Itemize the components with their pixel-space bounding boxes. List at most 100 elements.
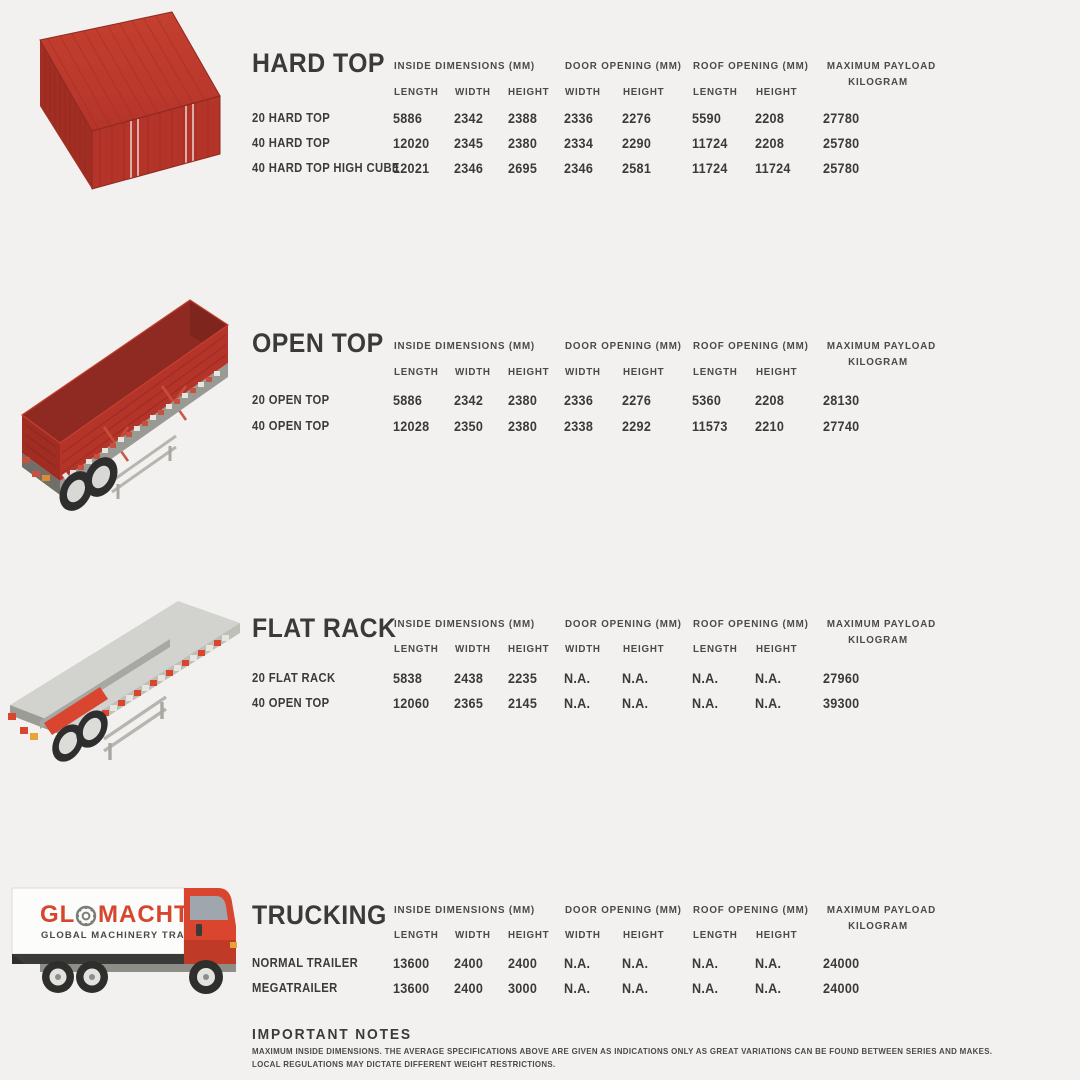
table-row: 40 HARD TOP xyxy=(252,136,331,150)
section-title: HARD TOP xyxy=(252,48,385,78)
cell: 2388 xyxy=(508,110,538,126)
cell: 2276 xyxy=(622,110,652,126)
cell: 2581 xyxy=(622,160,652,176)
table-row: MEGATRAILER xyxy=(252,981,338,995)
subheader-roof-height: HEIGHT xyxy=(756,929,798,941)
cell: 2346 xyxy=(454,160,484,176)
cell: 25780 xyxy=(823,135,860,151)
cell: 2235 xyxy=(508,670,538,686)
cell: 2346 xyxy=(564,160,594,176)
cell: 2290 xyxy=(622,135,652,151)
cell: N.A. xyxy=(755,670,782,686)
group-header-kilogram: KILOGRAM xyxy=(848,76,908,88)
section-trucking: GL MACHT GLOBAL MACHINERY TRADER xyxy=(0,880,1080,1020)
group-header-inside-dimensions: INSIDE DIMENSIONS (MM) xyxy=(394,618,536,630)
section-hard-top: HARD TOP INSIDE DIMENSIONS (MM) DOOR OPE… xyxy=(0,0,1080,260)
cell: 5838 xyxy=(393,670,423,686)
cell: 2208 xyxy=(755,135,785,151)
cell: 11724 xyxy=(755,160,791,176)
cell: 2345 xyxy=(454,135,484,151)
cell: 2438 xyxy=(454,670,484,686)
cell: 2342 xyxy=(454,110,484,126)
table-row: 40 HARD TOP HIGH CUBE xyxy=(252,161,400,175)
subheader-inside-width: WIDTH xyxy=(455,929,491,941)
cell: N.A. xyxy=(564,980,591,996)
section-title: OPEN TOP xyxy=(252,328,384,358)
section-title: TRUCKING xyxy=(252,900,387,930)
group-header-inside-dimensions: INSIDE DIMENSIONS (MM) xyxy=(394,340,536,352)
cell: 2400 xyxy=(454,955,484,971)
group-header-kilogram: KILOGRAM xyxy=(848,356,908,368)
cell: 2350 xyxy=(454,418,484,434)
subheader-inside-length: LENGTH xyxy=(394,643,439,655)
svg-text:MACHT: MACHT xyxy=(98,901,190,928)
shipping-container-icon xyxy=(0,0,248,200)
cell: 11724 xyxy=(692,160,728,176)
notes-title: IMPORTANT NOTES xyxy=(252,1026,412,1043)
subheader-inside-length: LENGTH xyxy=(394,86,439,98)
semi-truck-icon: GL MACHT GLOBAL MACHINERY TRADER xyxy=(0,880,248,1010)
subheader-door-width: WIDTH xyxy=(565,366,601,378)
subheader-roof-height: HEIGHT xyxy=(756,366,798,378)
cell: N.A. xyxy=(622,980,649,996)
cell: 12021 xyxy=(393,160,430,176)
cell: N.A. xyxy=(564,695,591,711)
cell: 5886 xyxy=(393,392,423,408)
cell: N.A. xyxy=(755,955,782,971)
group-header-roof-opening: ROOF OPENING (MM) xyxy=(693,340,809,352)
group-header-roof-opening: ROOF OPENING (MM) xyxy=(693,60,809,72)
cell: 2208 xyxy=(755,392,785,408)
cell: 2342 xyxy=(454,392,484,408)
group-header-roof-opening: ROOF OPENING (MM) xyxy=(693,904,809,916)
cell: 11724 xyxy=(692,135,728,151)
cell: 24000 xyxy=(823,955,860,971)
cell: 2365 xyxy=(454,695,484,711)
flat-rack-trailer-icon xyxy=(0,595,248,780)
cell: 2145 xyxy=(508,695,538,711)
cell: 2380 xyxy=(508,392,538,408)
table-row: NORMAL TRAILER xyxy=(252,956,359,970)
cell: N.A. xyxy=(755,980,782,996)
cell: 2276 xyxy=(622,392,652,408)
subheader-inside-height: HEIGHT xyxy=(508,929,550,941)
cell: N.A. xyxy=(622,955,649,971)
cell: 2336 xyxy=(564,110,594,126)
cell: N.A. xyxy=(564,670,591,686)
cell: 2336 xyxy=(564,392,594,408)
subheader-inside-height: HEIGHT xyxy=(508,643,550,655)
group-header-maximum-payload: MAXIMUM PAYLOAD xyxy=(826,618,936,630)
section-title: FLAT RACK xyxy=(252,613,397,643)
cell: 2400 xyxy=(454,980,484,996)
subheader-roof-length: LENGTH xyxy=(693,366,738,378)
section-flat-rack: FLAT RACK INSIDE DIMENSIONS (MM) DOOR OP… xyxy=(0,595,1080,825)
cell: 2380 xyxy=(508,135,538,151)
group-header-door-opening: DOOR OPENING (MM) xyxy=(565,340,682,352)
open-top-trailer-icon xyxy=(0,285,248,515)
cell: 27960 xyxy=(823,670,860,686)
notes-line: LOCAL REGULATIONS MAY DICTATE DIFFERENT … xyxy=(252,1059,556,1069)
cell: 2695 xyxy=(508,160,538,176)
table-row: 20 OPEN TOP xyxy=(252,393,330,407)
cell: 2338 xyxy=(564,418,594,434)
cell: N.A. xyxy=(692,695,719,711)
subheader-door-width: WIDTH xyxy=(565,643,601,655)
cell: N.A. xyxy=(692,980,719,996)
cell: N.A. xyxy=(692,955,719,971)
table-row: 40 OPEN TOP xyxy=(252,419,330,433)
section-open-top: OPEN TOP INSIDE DIMENSIONS (MM) DOOR OPE… xyxy=(0,285,1080,535)
group-header-door-opening: DOOR OPENING (MM) xyxy=(565,618,682,630)
group-header-maximum-payload: MAXIMUM PAYLOAD xyxy=(826,904,936,916)
group-header-roof-opening: ROOF OPENING (MM) xyxy=(693,618,809,630)
subheader-roof-length: LENGTH xyxy=(693,86,738,98)
subheader-door-height: HEIGHT xyxy=(623,643,665,655)
subheader-roof-length: LENGTH xyxy=(693,929,738,941)
cell: 13600 xyxy=(393,955,430,971)
subheader-inside-length: LENGTH xyxy=(394,929,439,941)
table-row: 40 OPEN TOP xyxy=(252,696,330,710)
cell: N.A. xyxy=(755,695,782,711)
cell: 11573 xyxy=(692,418,728,434)
subheader-door-height: HEIGHT xyxy=(623,929,665,941)
cell: 2292 xyxy=(622,418,652,434)
cell: 13600 xyxy=(393,980,430,996)
cell: 24000 xyxy=(823,980,860,996)
